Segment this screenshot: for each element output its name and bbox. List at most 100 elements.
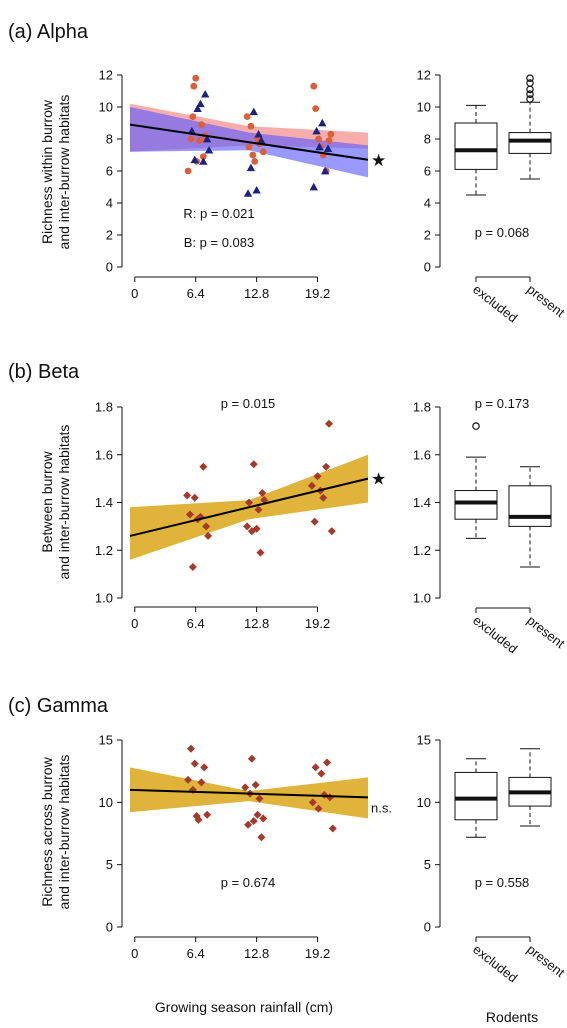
y-tick-label: 1.0: [95, 591, 113, 606]
regression-line: [129, 788, 369, 799]
data-point-triangle: [201, 90, 210, 98]
data-point-diamond: [317, 769, 326, 778]
y-tick-label: 10: [99, 795, 113, 810]
ylabel-alpha-line1: Richness within burrow: [39, 99, 55, 244]
data-point-circle: [189, 113, 197, 120]
x-tick-label: 6.4: [187, 286, 205, 301]
data-point-circle: [315, 135, 322, 143]
data-point-triangle: [193, 104, 202, 112]
data-point-triangle: [323, 144, 333, 152]
y-tick-label: 10: [417, 100, 431, 115]
data-point-diamond: [197, 778, 206, 787]
annotation-red-p: R: p = 0.021: [183, 206, 254, 221]
data-point-circle: [199, 153, 207, 161]
y-tick-label: 1.8: [95, 400, 113, 415]
y-tick-label: 12: [99, 68, 113, 83]
y-tick-label: 0: [424, 260, 431, 275]
y-tick-label: 4: [106, 196, 113, 211]
x-tick-label-present: present: [524, 282, 567, 321]
data-point-triangle: [190, 155, 199, 164]
annotation-alpha-box-p: p = 0.068: [475, 225, 530, 240]
data-point-diamond: [259, 814, 268, 823]
y-tick-label: 1.0: [413, 591, 431, 606]
ns-label: n.s.: [371, 800, 392, 815]
box-outlier: [526, 90, 534, 99]
y-tick-label: 1.6: [413, 447, 431, 462]
data-point-triangle: [199, 157, 208, 165]
y-tick-label: 4: [424, 196, 431, 211]
alpha-scatter-panel: 0 2 4 6 8 10 12 0 6.4 12.8 19.2 ★ R: p = 0.021 B: p =…: [99, 68, 387, 302]
y-tick-label: 12: [417, 68, 431, 83]
data-point-circle: [327, 130, 335, 138]
data-point-diamond: [203, 810, 212, 819]
data-point-diamond: [247, 754, 256, 763]
ylabel-beta-line2: and inter-burrow habitats: [56, 425, 72, 580]
x-tick-label: 0: [131, 616, 138, 631]
gamma-scatter-panel: 0 5 10 15 0 6.4 12.8 19.2 n.s. p = 0.674: [99, 733, 392, 962]
data-point-diamond: [310, 517, 319, 526]
y-tick-label: 2: [424, 228, 431, 243]
star-icon: ★: [371, 151, 386, 170]
y-tick-label: 5: [424, 857, 431, 872]
ylabel-gamma-line1: Richness across burrow: [39, 756, 55, 906]
data-point-diamond: [253, 810, 262, 819]
data-point-diamond: [251, 780, 260, 789]
y-tick-label: 1.8: [413, 400, 431, 415]
data-point-diamond: [200, 763, 209, 772]
data-point-circle: [187, 135, 195, 143]
data-point-circle: [192, 74, 200, 82]
y-tick-label: 8: [106, 132, 113, 147]
x-tick-label: 19.2: [305, 946, 330, 961]
data-point-circle: [196, 137, 203, 145]
data-point-circle: [245, 143, 253, 151]
data-point-circle: [190, 82, 198, 90]
data-point-triangle: [318, 118, 327, 127]
x-tick-label-excluded: excluded: [470, 613, 520, 657]
data-point-diamond: [190, 493, 199, 502]
data-point-triangle: [246, 163, 256, 172]
data-point-triangle: [257, 136, 266, 144]
star-icon: ★: [371, 470, 386, 489]
x-tick-label: 12.8: [244, 946, 269, 961]
x-tick-label: 0: [131, 286, 138, 301]
data-point-diamond: [184, 775, 193, 784]
data-point-diamond: [249, 460, 258, 469]
annotation-beta-box-p: p = 0.173: [475, 396, 530, 411]
data-point-diamond: [185, 510, 194, 519]
data-point-diamond: [322, 462, 331, 471]
xlabel-rodents: Rodents: [486, 1009, 538, 1025]
data-point-triangle: [254, 130, 263, 138]
y-tick-label: 15: [417, 733, 431, 748]
data-point-diamond: [243, 522, 252, 531]
data-point-diamond: [327, 527, 336, 536]
annotation-beta-p: p = 0.015: [221, 396, 276, 411]
data-point-circle: [198, 121, 205, 128]
data-point-circle: [310, 82, 318, 90]
panel-title-beta: (b) Beta: [8, 361, 80, 383]
data-point-triangle: [202, 134, 212, 143]
data-point-diamond: [308, 798, 317, 807]
box-outlier: [526, 79, 534, 87]
panel-title-alpha: (a) Alpha: [8, 21, 89, 43]
y-tick-label: 1.4: [95, 495, 113, 510]
x-tick-label-excluded: excluded: [470, 282, 520, 326]
data-point-circle: [243, 113, 251, 120]
data-point-diamond: [252, 524, 261, 533]
data-point-triangle: [320, 166, 330, 175]
data-point-circle: [312, 105, 320, 112]
annotation-blue-p: B: p = 0.083: [184, 235, 254, 250]
y-tick-label: 0: [106, 920, 113, 935]
data-point-diamond: [311, 763, 320, 772]
y-tick-label: 15: [99, 733, 113, 748]
data-point-triangle: [252, 186, 261, 194]
regression-line: [129, 123, 369, 161]
data-point-diamond: [194, 815, 203, 824]
gamma-box-panel: 0 5 10 15 excluded present p = 0.558: [417, 733, 567, 986]
y-tick-label: 1.4: [413, 495, 431, 510]
data-point-triangle: [204, 146, 214, 154]
y-tick-label: 1.6: [95, 447, 113, 462]
data-point-diamond: [244, 820, 253, 829]
data-point-diamond: [319, 493, 328, 502]
data-point-diamond: [314, 804, 323, 813]
